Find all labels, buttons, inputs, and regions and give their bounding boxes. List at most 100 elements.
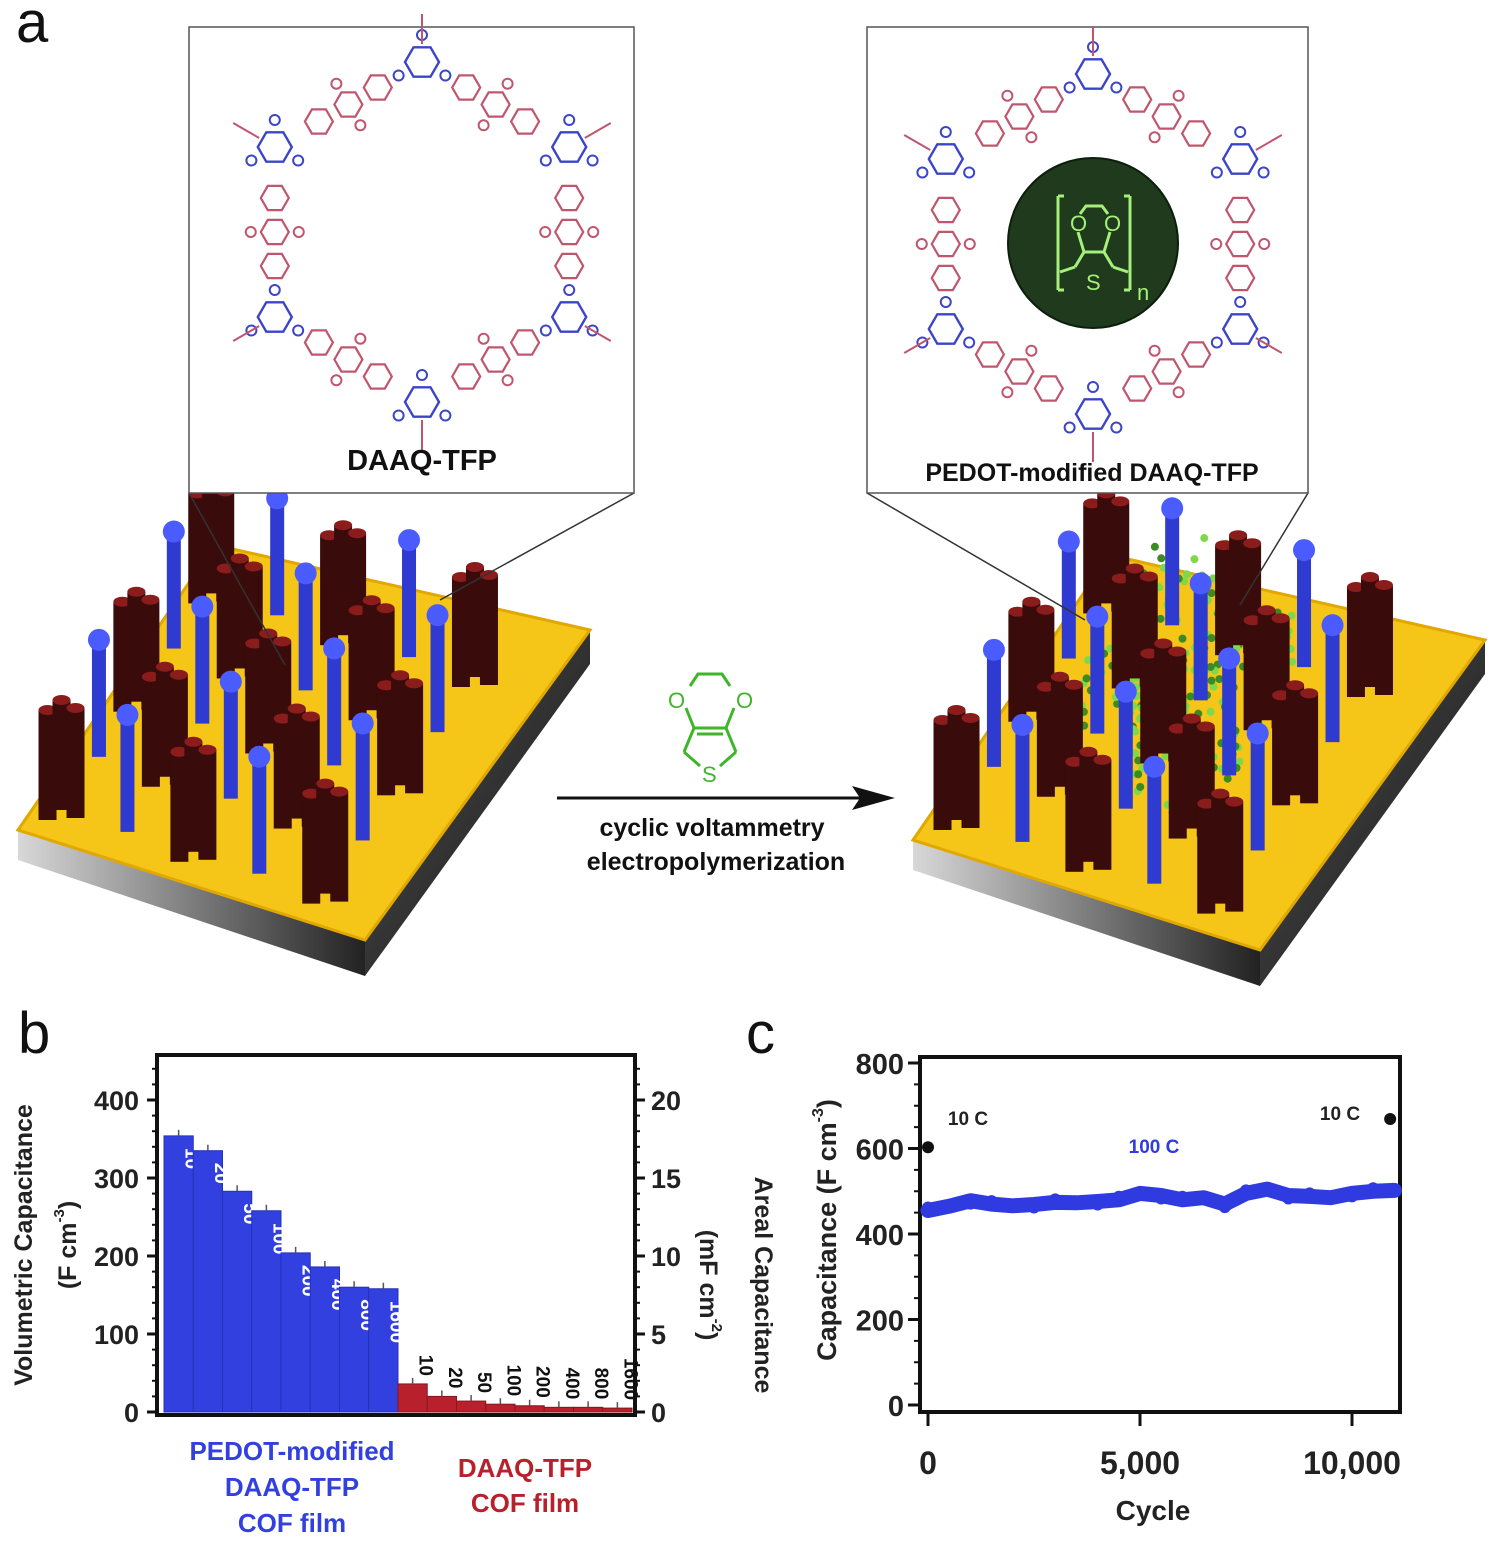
tfp-column (1222, 660, 1237, 776)
y-tick-label: 800 (856, 1049, 904, 1081)
tfp-oxygen (1063, 421, 1076, 434)
daaq-pillar (405, 683, 424, 794)
daaq-pillar-top (1140, 648, 1159, 659)
tfp-column-top (1189, 572, 1212, 595)
bar-rate-label: 1600 (619, 1358, 640, 1400)
chart-c-cycling-stability: 0 200 400 600 800 0 5,000 10,000 Capacitance (F… (810, 1049, 1402, 1526)
tfp-ring (927, 143, 965, 175)
carbonyl-oxygen (1025, 344, 1038, 357)
plot-frame (155, 1053, 637, 1417)
tfp-column-top (323, 637, 346, 660)
daaq-pillar-top (141, 671, 160, 682)
anthraquinone-ring (509, 329, 541, 356)
substrate-front (18, 830, 365, 976)
daaq-pillar-top (1211, 788, 1230, 799)
bar-rate-label: 400 (561, 1368, 582, 1400)
daaq-pillar (127, 591, 146, 702)
panel-label-c: c (746, 1001, 775, 1066)
daaq-pillar (155, 666, 174, 777)
tfp-column-top (1143, 755, 1166, 778)
tfp-oxygen (1210, 336, 1223, 349)
daaq-pillar-top (316, 778, 335, 789)
zoom-line (866, 492, 1086, 621)
daaq-pillar (66, 708, 85, 818)
pedot-sulfur: S (1086, 270, 1101, 295)
daaq-tfp-label: DAAQ-TFP (347, 445, 497, 477)
tfp-column-top (398, 529, 421, 552)
daaq-pillar-top (320, 530, 339, 541)
daaq-pillar-top (1300, 688, 1319, 699)
daaq-pillar (1154, 643, 1173, 754)
pedot-chain-bead (1190, 555, 1199, 564)
chart-b-capacitance-bars: 0 100 200 300 400 0 5 10 15 20 10 20 50 100 200 400 800 1… (10, 1053, 777, 1538)
tfp-column (1090, 618, 1105, 734)
daaq-pillar-top (1022, 596, 1041, 607)
daaq-pillar-top (1225, 796, 1244, 807)
bar (456, 1400, 487, 1413)
daaq-pillar-top (1036, 681, 1055, 692)
tfp-column-top (1114, 680, 1137, 703)
legend-pedot-line3: COF film (238, 1508, 346, 1538)
daaq-pillar-top (362, 595, 381, 606)
daaq-pillar (1197, 803, 1216, 914)
tfp-column-top (191, 595, 214, 618)
daaq-pillar (1211, 793, 1230, 904)
daaq-pillar-top (1065, 756, 1084, 767)
tfp-column (120, 716, 135, 832)
daaq-pillar (52, 700, 71, 810)
pedot-chain-bead (1157, 554, 1166, 563)
carbonyl-oxygen (501, 77, 514, 90)
substrate-side (1260, 640, 1485, 986)
pedot-chain-bead (1131, 749, 1140, 758)
anthraquinone-ring (362, 363, 394, 390)
y-tick-label: 0 (888, 1391, 904, 1423)
linker-bond (1255, 337, 1283, 354)
daaq-pillar (287, 708, 306, 819)
y2-tick-label: 5 (651, 1320, 666, 1350)
anthraquinone-ring (553, 218, 585, 246)
daaq-pillar (1065, 761, 1084, 872)
edot-oxygen: O (668, 688, 685, 713)
carbonyl-oxygen (1172, 386, 1185, 399)
linker-bond (584, 325, 612, 342)
pedot-chain-bead (1235, 757, 1244, 766)
bar-rate-label: 100 (502, 1364, 523, 1396)
tfp-column (1015, 726, 1030, 842)
anthraquinone-ring (480, 346, 511, 373)
tfp-ring (403, 386, 441, 418)
data-point-10c (922, 1141, 934, 1154)
reaction-arrow (557, 786, 895, 810)
daaq-pillar-top (479, 570, 498, 580)
daaq-pillar (348, 610, 367, 721)
daaq-pillar (198, 749, 217, 860)
daaq-pillar-top (113, 596, 132, 607)
daaq-pillar-top (230, 553, 249, 564)
daaq-pillar-top (1125, 563, 1144, 574)
daaq-pillar (1168, 728, 1187, 839)
chart-b-plot: 0 100 200 300 400 0 5 10 15 20 10 20 50 100 200 400 800 1… (94, 1053, 681, 1428)
daaq-pillar (961, 718, 980, 828)
daaq-pillar (465, 567, 484, 677)
bar (543, 1406, 574, 1413)
daaq-pillar-top (376, 603, 395, 614)
linker-bond (1255, 134, 1283, 151)
anthraquinone-ring (1121, 86, 1153, 113)
anthraquinone-ring (974, 341, 1006, 368)
tfp-ring (550, 301, 588, 333)
anthraquinone-ring (259, 252, 291, 280)
daaq-pillar-top (301, 711, 320, 722)
carbonyl-oxygen (1148, 344, 1161, 357)
tfp-column (1061, 543, 1076, 659)
data-point (943, 1200, 956, 1213)
daaq-pillar-top (348, 605, 367, 616)
daaq-pillar-top (933, 715, 952, 725)
tfp-oxygen (963, 336, 976, 349)
daaq-pillar (141, 676, 160, 787)
carbonyl-oxygen (1258, 238, 1271, 250)
daaq-pillar (1346, 587, 1365, 697)
anthraquinone-ring (553, 184, 585, 212)
daaq-pillar (245, 643, 264, 754)
daaq-pillar (1374, 585, 1393, 695)
daaq-pillar-top (1154, 638, 1173, 649)
daaq-pillar-top (961, 713, 980, 723)
